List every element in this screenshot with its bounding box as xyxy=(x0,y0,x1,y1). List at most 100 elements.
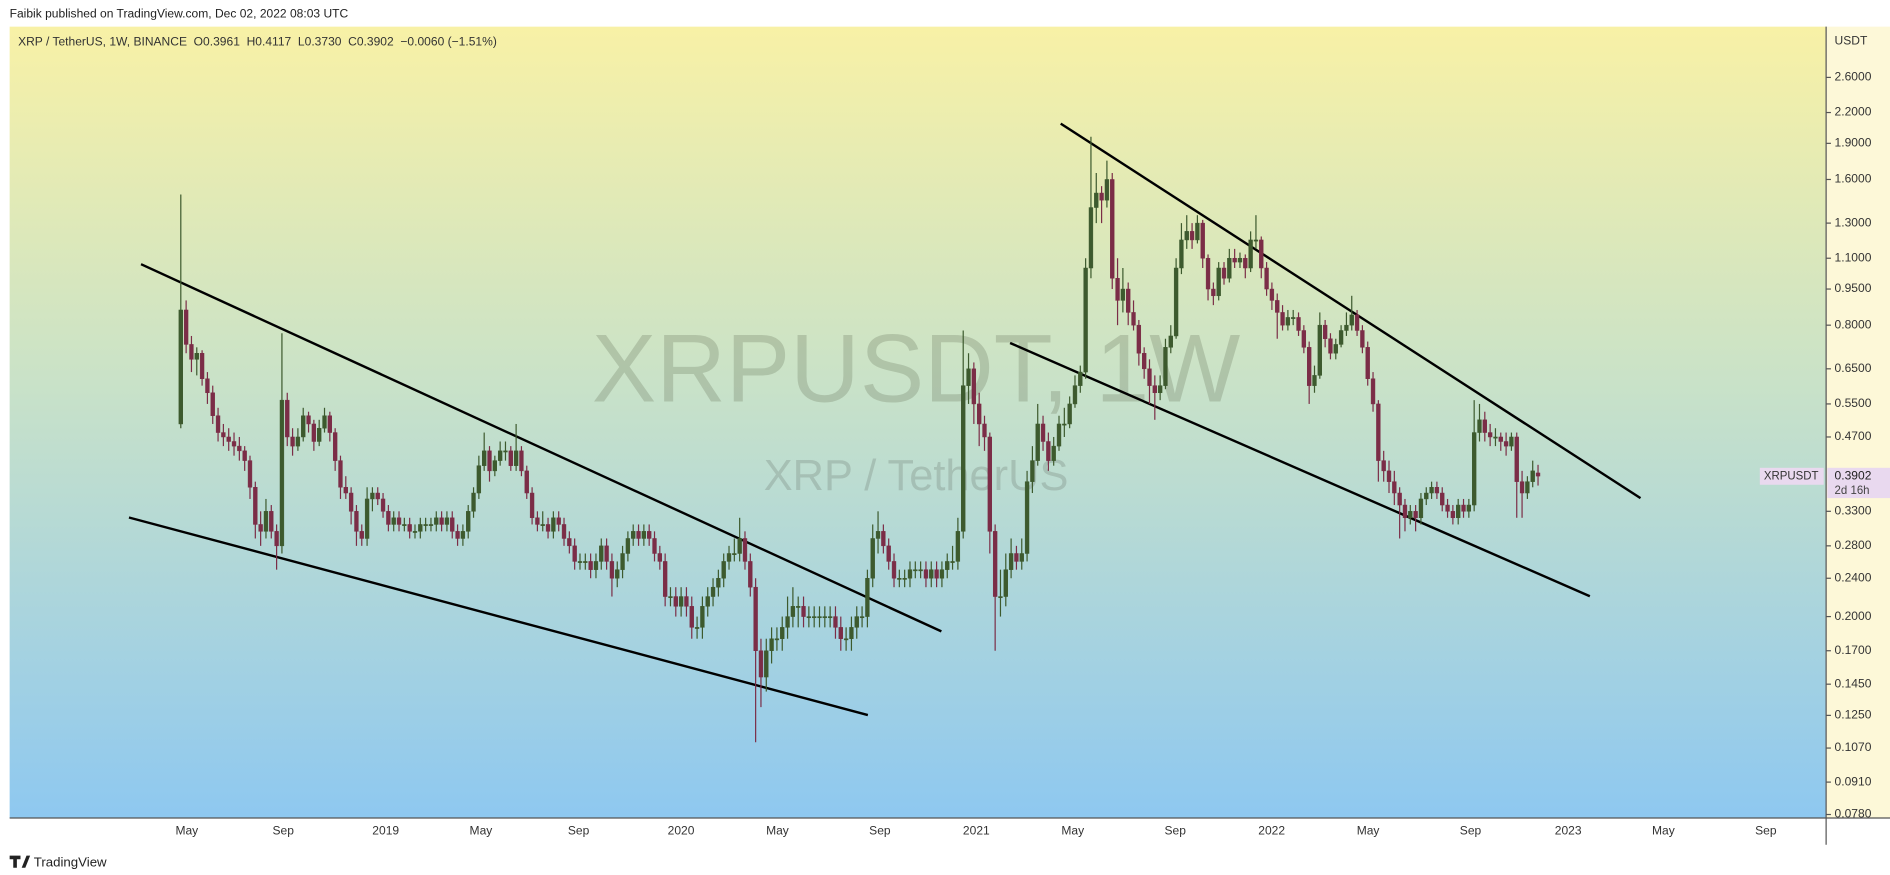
candle-body xyxy=(471,492,476,512)
candle-body xyxy=(705,596,710,607)
candle-body xyxy=(572,545,577,562)
candle-body xyxy=(1397,492,1402,506)
candle-body xyxy=(1322,324,1328,339)
candle-body xyxy=(407,524,412,532)
candle-body xyxy=(221,432,226,438)
candle-body xyxy=(694,627,700,629)
candle-body xyxy=(859,616,865,619)
x-tick-label: May xyxy=(1061,824,1085,838)
candle-body xyxy=(939,569,945,579)
publisher: Faibik published on TradingView.com, Dec… xyxy=(10,7,349,21)
candle-body xyxy=(237,445,242,452)
candle-body xyxy=(625,538,631,554)
y-tick-label: 0.2800 xyxy=(1835,538,1872,552)
candle-body xyxy=(556,517,561,525)
candle-body xyxy=(662,561,668,597)
candle-body xyxy=(1525,481,1530,494)
candle-body xyxy=(466,511,471,532)
candle-body xyxy=(1040,423,1046,442)
x-tick-label: Sep xyxy=(1755,824,1777,838)
candle-body xyxy=(1030,460,1035,482)
candle-body xyxy=(513,450,519,466)
candle-body xyxy=(1471,432,1477,506)
candle-body xyxy=(1248,239,1253,269)
candle-body xyxy=(1056,423,1062,447)
candle-body xyxy=(1115,278,1120,301)
y-tick-label: 0.6500 xyxy=(1835,361,1872,375)
candle-body xyxy=(1530,470,1535,482)
candle-body xyxy=(434,517,439,525)
candle-body xyxy=(418,524,423,532)
candle-body xyxy=(849,627,854,639)
candle-body xyxy=(317,427,322,442)
price-tag-countdown: 2d 16h xyxy=(1835,485,1870,497)
candle-body xyxy=(1008,553,1014,570)
candle-body xyxy=(189,344,194,360)
candle-body xyxy=(1003,569,1008,597)
candle-body xyxy=(1067,403,1072,425)
y-tick-label: 0.1700 xyxy=(1835,643,1872,657)
candle-body xyxy=(1376,403,1381,461)
candle-body xyxy=(1503,441,1509,447)
candle-body xyxy=(412,531,418,533)
candle-body xyxy=(1354,314,1360,331)
candle-body xyxy=(215,415,221,433)
candle-body xyxy=(923,569,929,579)
price-tag-bg xyxy=(1827,467,1890,499)
candle-body xyxy=(311,423,317,442)
candle-body xyxy=(1200,222,1205,259)
candle-body xyxy=(657,553,662,562)
candle-body xyxy=(796,606,801,608)
y-tick-label: 2.6000 xyxy=(1835,70,1872,84)
candle-body xyxy=(497,450,503,461)
y-tick-label: 0.4700 xyxy=(1835,429,1872,443)
y-tick-label: 0.2000 xyxy=(1835,609,1872,623)
candle-body xyxy=(652,538,657,554)
candle-body xyxy=(1024,481,1030,554)
candle-body xyxy=(1243,257,1248,269)
candle-body xyxy=(732,553,737,555)
candle-body xyxy=(700,606,705,628)
candle-body xyxy=(210,392,215,416)
candle-body xyxy=(1487,432,1493,438)
candle-body xyxy=(1083,267,1088,373)
x-tick-label: May xyxy=(470,824,494,838)
trendline xyxy=(128,516,869,717)
candle-body xyxy=(269,511,274,532)
candle-body xyxy=(1221,267,1227,279)
candle-body xyxy=(1498,436,1503,442)
candle-body xyxy=(306,415,311,425)
candle-body xyxy=(1317,324,1322,376)
candle-body xyxy=(961,385,966,532)
candle-body xyxy=(274,531,279,547)
candle-body xyxy=(1445,504,1450,512)
time-axis-bg xyxy=(9,818,1827,845)
candle-body xyxy=(992,531,998,597)
candle-body xyxy=(396,517,402,525)
candle-body xyxy=(492,460,497,472)
candle-body xyxy=(1173,267,1179,337)
candle-body xyxy=(1264,267,1269,290)
candle-body xyxy=(689,606,694,628)
candle-body xyxy=(955,531,961,562)
candle-body xyxy=(881,531,886,547)
candle-body xyxy=(253,487,258,525)
candle-body xyxy=(647,531,652,539)
x-tick-label: 2019 xyxy=(372,824,399,838)
candle-body xyxy=(1535,472,1541,477)
candle-body xyxy=(886,545,891,562)
candle-body xyxy=(1168,335,1173,348)
candle-body xyxy=(843,638,849,641)
candle-body xyxy=(1514,436,1519,482)
candle-body xyxy=(1216,267,1221,297)
candle-body xyxy=(897,578,902,580)
candle-body xyxy=(1418,498,1424,519)
candle-body xyxy=(998,596,1003,598)
candle-body xyxy=(577,561,583,563)
candle-body xyxy=(982,423,987,438)
candle-body xyxy=(1402,504,1408,519)
candle-body xyxy=(1062,423,1067,426)
y-tick-label: 1.3000 xyxy=(1835,215,1872,229)
candle-body xyxy=(1126,288,1131,313)
